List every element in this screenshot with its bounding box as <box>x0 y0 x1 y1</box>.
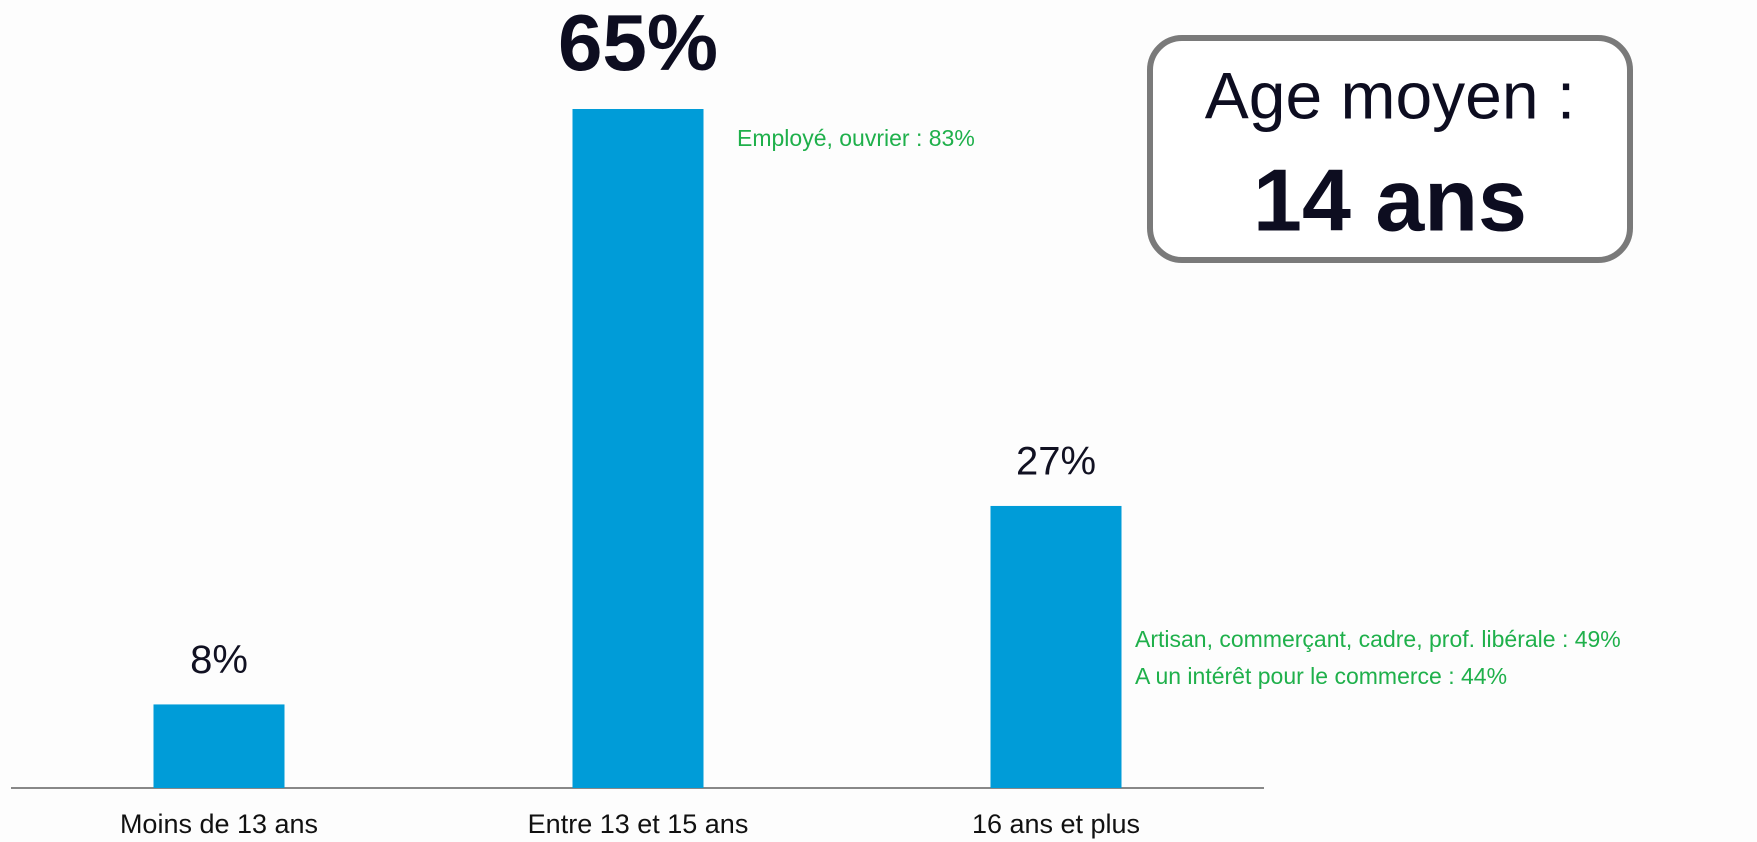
x-tick-label: 16 ans et plus <box>972 809 1140 839</box>
bar <box>572 109 704 788</box>
callout: Age moyen : 14 ans <box>1147 35 1633 263</box>
x-tick-label: Entre 13 et 15 ans <box>528 809 749 839</box>
callout-value: 14 ans <box>1253 150 1527 249</box>
bar <box>153 704 285 788</box>
x-tick-label: Moins de 13 ans <box>120 809 318 839</box>
bar <box>990 505 1122 788</box>
annotation: A un intérêt pour le commerce : 44% <box>1135 663 1507 689</box>
annotation: Artisan, commerçant, cadre, prof. libéra… <box>1135 626 1621 652</box>
annotation: Employé, ouvrier : 83% <box>737 125 975 151</box>
value-label: 65% <box>558 0 718 87</box>
value-label: 8% <box>190 638 248 682</box>
callout-box <box>1147 35 1633 263</box>
callout-label: Age moyen : <box>1205 58 1576 132</box>
value-label: 27% <box>1016 440 1096 484</box>
